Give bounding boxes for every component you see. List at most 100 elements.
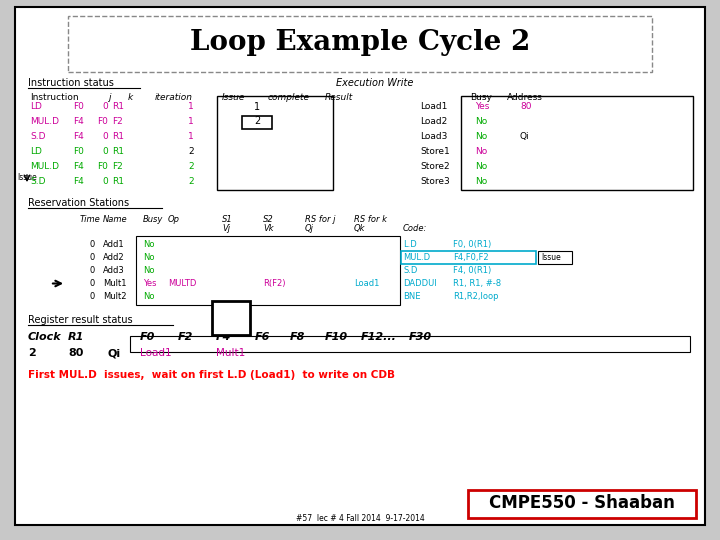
Text: 2: 2 <box>28 348 36 358</box>
Bar <box>217 96 333 190</box>
Text: LD: LD <box>30 147 42 156</box>
Text: F4,F0,F2: F4,F0,F2 <box>453 253 489 262</box>
Text: CMPE550 - Shaaban: CMPE550 - Shaaban <box>489 494 675 512</box>
Text: Add3: Add3 <box>103 266 125 275</box>
Text: F0, 0(R1): F0, 0(R1) <box>453 240 491 249</box>
Text: Mult1: Mult1 <box>103 279 127 288</box>
Text: Mult2: Mult2 <box>103 292 127 301</box>
Text: No: No <box>475 147 487 156</box>
Text: BNE: BNE <box>403 292 420 301</box>
Text: 80: 80 <box>520 102 531 111</box>
Text: No: No <box>475 162 487 171</box>
Text: F0: F0 <box>97 162 108 171</box>
Text: F2: F2 <box>112 162 122 171</box>
Text: R1: R1 <box>112 102 124 111</box>
Text: No: No <box>475 117 487 126</box>
Text: 0: 0 <box>90 279 95 288</box>
Text: Op: Op <box>168 215 180 224</box>
Text: R1: R1 <box>112 132 124 141</box>
Text: S1: S1 <box>222 215 233 224</box>
Text: F0: F0 <box>73 102 84 111</box>
Text: No: No <box>143 253 155 262</box>
Text: LD: LD <box>30 102 42 111</box>
Text: Add2: Add2 <box>103 253 125 262</box>
Text: R1: R1 <box>68 332 84 342</box>
Text: F0: F0 <box>97 117 108 126</box>
Text: F10: F10 <box>325 332 348 342</box>
Text: F30: F30 <box>409 332 432 342</box>
Text: Store2: Store2 <box>420 162 449 171</box>
Text: Yes: Yes <box>143 279 156 288</box>
Text: R1, R1, #-8: R1, R1, #-8 <box>453 279 501 288</box>
Text: Busy: Busy <box>470 93 492 102</box>
Bar <box>136 236 400 305</box>
Text: Result: Result <box>325 93 354 102</box>
Text: Register result status: Register result status <box>28 315 132 325</box>
Text: No: No <box>475 177 487 186</box>
Text: F4,F0,F2: F4,F0,F2 <box>453 253 489 262</box>
Text: RS for j: RS for j <box>305 215 336 224</box>
Text: R(F2): R(F2) <box>263 279 286 288</box>
Text: Name: Name <box>103 215 127 224</box>
Text: F2: F2 <box>112 117 122 126</box>
Text: F0: F0 <box>73 147 84 156</box>
Bar <box>468 490 696 518</box>
Text: Vj: Vj <box>222 224 230 233</box>
Text: 1: 1 <box>188 102 194 111</box>
Text: j: j <box>108 93 110 102</box>
Text: RS for k: RS for k <box>354 215 387 224</box>
Text: 0: 0 <box>102 177 108 186</box>
Text: Time: Time <box>79 215 100 224</box>
Text: F4: F4 <box>216 332 231 342</box>
Text: complete: complete <box>268 93 310 102</box>
Text: 2: 2 <box>254 117 260 126</box>
Text: MUL.D: MUL.D <box>30 162 59 171</box>
Text: #57  lec # 4 Fall 2014  9-17-2014: #57 lec # 4 Fall 2014 9-17-2014 <box>296 514 424 523</box>
Text: S.D: S.D <box>30 132 45 141</box>
Text: F8: F8 <box>290 332 305 342</box>
Text: 0: 0 <box>102 132 108 141</box>
Text: 0: 0 <box>90 253 95 262</box>
Text: Load1: Load1 <box>420 102 447 111</box>
Text: S2: S2 <box>263 215 274 224</box>
Text: 1: 1 <box>188 132 194 141</box>
Text: Qk: Qk <box>354 224 366 233</box>
Text: 0: 0 <box>90 240 95 249</box>
Text: F4: F4 <box>73 177 84 186</box>
Text: 2: 2 <box>189 147 194 156</box>
Text: Qi: Qi <box>108 348 121 358</box>
Text: F4: F4 <box>73 162 84 171</box>
Text: MUL.D: MUL.D <box>30 117 59 126</box>
Text: F12...: F12... <box>361 332 397 342</box>
Text: No: No <box>475 132 487 141</box>
Text: Busy: Busy <box>143 215 163 224</box>
Text: iteration: iteration <box>155 93 193 102</box>
Text: k: k <box>128 93 133 102</box>
Text: 2: 2 <box>189 162 194 171</box>
Text: Load1: Load1 <box>140 348 171 358</box>
Text: F4: F4 <box>73 132 84 141</box>
Text: MUL.D: MUL.D <box>403 253 430 262</box>
Text: Yes: Yes <box>475 102 490 111</box>
Bar <box>212 301 250 335</box>
Text: S.D: S.D <box>30 177 45 186</box>
Text: 0: 0 <box>90 266 95 275</box>
Text: F0: F0 <box>140 332 156 342</box>
Text: First MUL.D  issues,  wait on first L.D (Load1)  to write on CDB: First MUL.D issues, wait on first L.D (L… <box>28 370 395 380</box>
Text: Issue: Issue <box>541 253 561 262</box>
Text: MUL.D: MUL.D <box>403 253 430 262</box>
Text: Mult1: Mult1 <box>216 348 246 358</box>
Bar <box>401 251 536 264</box>
Text: DADDUI: DADDUI <box>403 279 437 288</box>
Text: Issue: Issue <box>17 173 37 183</box>
Text: Qj: Qj <box>305 224 314 233</box>
Text: F4, 0(R1): F4, 0(R1) <box>453 266 491 275</box>
Text: 0: 0 <box>102 147 108 156</box>
Text: Store3: Store3 <box>420 177 450 186</box>
Text: Load2: Load2 <box>420 117 447 126</box>
Bar <box>461 96 693 190</box>
Text: F2: F2 <box>178 332 194 342</box>
Text: Execution Write: Execution Write <box>336 78 413 88</box>
Text: 2: 2 <box>189 177 194 186</box>
Bar <box>242 116 272 129</box>
